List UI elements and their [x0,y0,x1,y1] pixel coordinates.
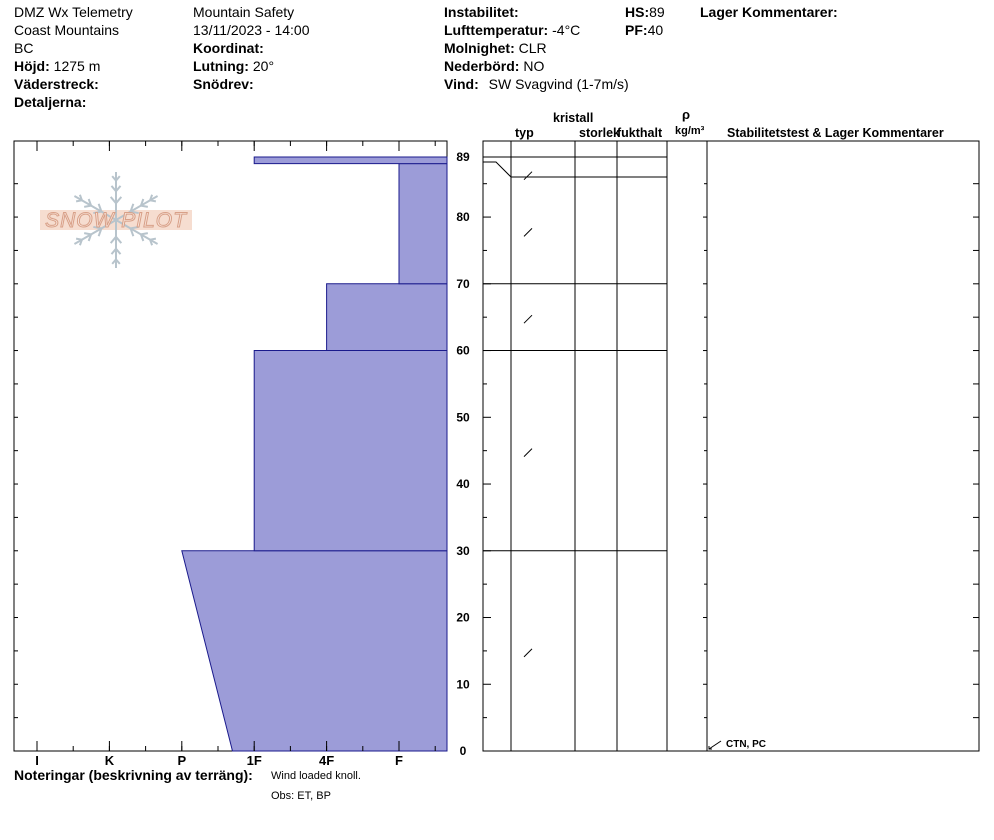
depth-label-20: 20 [456,611,470,625]
air-temperature-label: Lufttemperatur: [444,22,549,38]
grain-type-marker [523,314,533,324]
aspect-label: Väderstreck: [14,76,99,92]
hardness-layer-3 [398,163,448,285]
depth-label-0: 0 [460,744,467,758]
type-header: typ [515,126,534,140]
layer-table-frame [482,140,980,752]
elevation-label: Höjd: [14,58,50,74]
province: BC [14,40,34,56]
hardness-label-F: F [395,753,403,768]
station-name: DMZ Wx Telemetry [14,4,133,20]
hardness-layer-1 [253,350,448,552]
hs-value: 89 [649,4,665,20]
details-label: Detaljerna: [14,94,87,110]
stability-header: Stabilitetstest & Lager Kommentarer [727,126,944,140]
wind: Vind: SW Svagvind (1-7m/s) [444,76,629,92]
blowing-snow-label: Snödrev: [193,76,254,92]
hs-label: HS: [625,4,650,20]
penetration-foot: PF:40 [625,22,663,38]
grain-type-marker [523,171,533,181]
moisture-header: fukthalt [617,126,663,140]
hardness-label-4F: 4F [319,753,334,768]
snow-height: HS:89 [625,4,665,20]
hardness-label-P: P [177,753,186,768]
hardness-label-I: I [35,753,39,768]
depth-label-80: 80 [456,210,470,224]
layer-comments-label: Lager Kommentarer: [700,4,838,20]
elevation: Höjd: 1275 m [14,58,100,74]
elevation-value: 1275 m [53,58,101,74]
observers: Obs: ET, BP [271,790,331,802]
grain-type-marker [523,448,533,458]
size-header: storlek [579,126,620,140]
density-symbol: ρ [682,107,691,122]
wind-label: Vind: [444,76,479,92]
hardness-label-1F: 1F [247,753,262,768]
depth-label-10: 10 [456,677,470,691]
depth-label-70: 70 [456,277,470,291]
air-temperature: Lufttemperatur: -4°C [444,22,580,38]
instability-label: Instabilitet: [444,4,519,20]
stability-test-arrowhead [708,746,712,750]
layer-connector [483,161,512,178]
observation-datetime: 13/11/2023 - 14:00 [193,22,310,38]
grain-type-marker [523,648,533,658]
wind-value: SW Svagvind (1-7m/s) [488,76,629,92]
mountain-range: Coast Mountains [14,22,120,38]
sky-condition: Molnighet: CLR [444,40,547,56]
precipitation: Nederbörd: NO [444,58,544,74]
grain-type-marker [523,228,533,237]
slope: Lutning: 20° [193,58,274,74]
hardness-layer-2 [326,283,448,352]
depth-label-40: 40 [456,477,470,491]
depth-label-89: 89 [456,150,470,164]
hardness-layer-0 [181,550,448,752]
sky-label: Molnighet: [444,40,515,56]
density-unit: kg/m³ [675,125,705,137]
sky-value: CLR [518,40,547,56]
air-temperature-value: -4°C [552,22,581,38]
notes-value: Wind loaded knoll. [271,770,361,782]
stability-test-arrow [708,740,722,750]
coordinate-label: Koordinat: [193,40,264,56]
organization: Mountain Safety [193,4,295,20]
hardness-layer-4 [253,156,448,165]
depth-label-50: 50 [456,410,470,424]
pf-label: PF: [625,22,648,38]
notes-label: Noteringar (beskrivning av terräng): [14,767,253,783]
depth-label-60: 60 [456,344,470,358]
crystal-header: kristall [553,111,594,125]
depth-label-30: 30 [456,544,470,558]
hardness-label-K: K [105,753,115,768]
pf-value: 40 [647,22,664,38]
slope-value: 20° [252,58,275,74]
precipitation-value: NO [523,58,545,74]
stability-test-result: CTN, PC [726,739,766,750]
slope-label: Lutning: [193,58,249,74]
precipitation-label: Nederbörd: [444,58,520,74]
